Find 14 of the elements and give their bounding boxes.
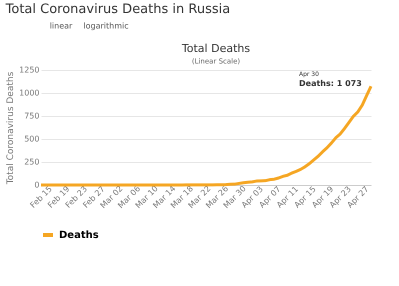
y-tick-label: 750 [24, 112, 40, 120]
y-tick-label: 250 [24, 158, 40, 166]
y-axis-title: Total Coronavirus Deaths [6, 71, 16, 186]
y-tick-label: 0 [34, 180, 40, 190]
y-tick-label: 1250 [19, 66, 40, 74]
chart-subtitle: Total Deaths [180, 42, 250, 55]
legend-label: Deaths [59, 230, 99, 241]
y-tick-label: 500 [24, 134, 40, 144]
annotation: Deaths: 1 073 [299, 79, 362, 88]
text: logarithmic [83, 21, 129, 30]
chart-title: Total Coronavirus Deaths in Russia [4, 2, 230, 17]
text: linear [50, 21, 74, 30]
y-tick-label: 1000 [19, 88, 40, 98]
line-series [40, 84, 372, 186]
